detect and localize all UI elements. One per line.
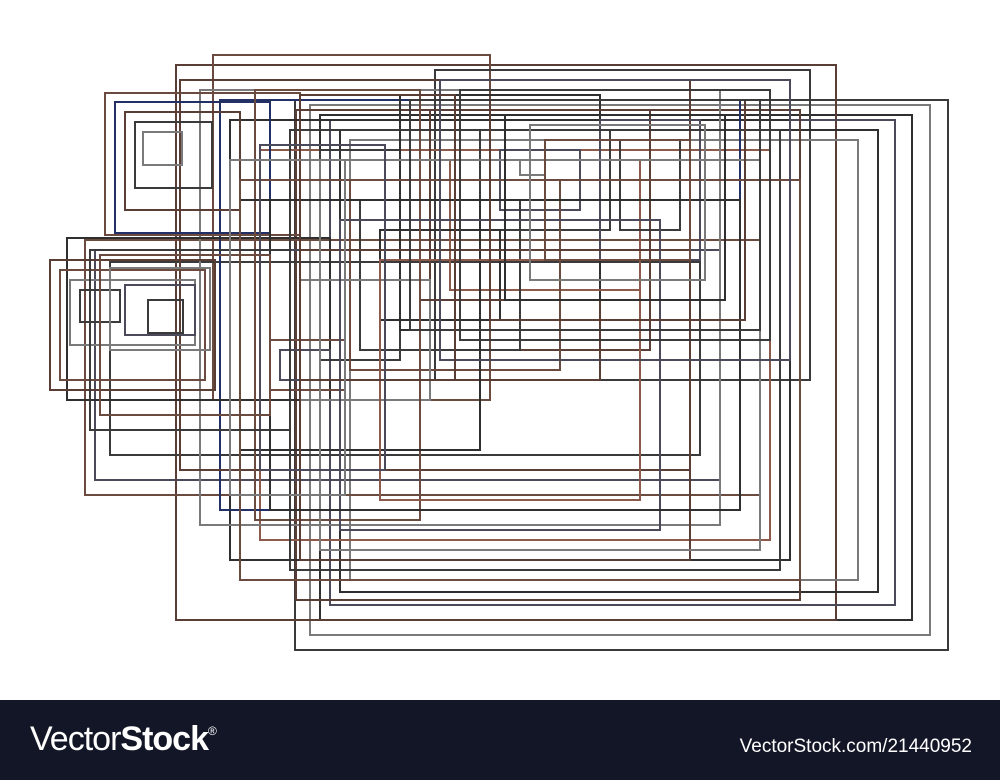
outline-rectangle	[59, 269, 206, 381]
stock-id-text: VectorStock.com/21440952	[739, 736, 972, 757]
outline-rectangle	[519, 159, 546, 176]
outline-rectangle	[269, 339, 346, 391]
outline-rectangle	[504, 114, 726, 301]
logo-bold-text: Stock	[120, 720, 209, 758]
outline-rectangle	[49, 259, 216, 391]
outline-rectangle	[84, 239, 761, 496]
outline-rectangle	[175, 64, 837, 621]
outline-rectangle	[239, 179, 801, 581]
outline-rectangle	[124, 284, 196, 336]
outline-rectangle	[409, 99, 761, 331]
outline-rectangle	[147, 299, 184, 334]
outline-rectangle	[434, 69, 811, 381]
outline-rectangle	[319, 159, 761, 551]
outline-rectangle	[529, 124, 706, 281]
vectorstock-logo: VectorStock®	[30, 720, 217, 759]
registered-mark: ®	[207, 724, 217, 738]
outline-rectangle	[109, 261, 701, 456]
outline-rectangle	[259, 149, 771, 541]
outline-rectangle	[99, 254, 271, 416]
outline-rectangle	[439, 79, 791, 361]
outline-rectangle	[339, 219, 661, 531]
outline-rectangle	[134, 121, 213, 189]
watermark-footer: VectorStock® VectorStock.com/21440952	[0, 700, 1000, 780]
outline-rectangle	[114, 101, 271, 234]
abstract-rectangles-artwork	[49, 54, 949, 651]
outline-rectangle	[254, 89, 421, 521]
outline-rectangle	[142, 131, 183, 166]
outline-rectangle	[109, 267, 211, 351]
outline-rectangle	[279, 349, 331, 381]
outline-rectangle	[544, 139, 691, 261]
outline-rectangle	[299, 249, 691, 561]
outline-rectangle	[89, 249, 291, 431]
outline-rectangle	[459, 89, 771, 341]
logo-light-text: Vector	[30, 720, 121, 758]
outline-rectangle	[66, 237, 331, 401]
outline-rectangle	[319, 114, 913, 621]
outline-rectangle	[309, 104, 931, 636]
outline-rectangle	[299, 94, 456, 381]
outline-rectangle	[259, 144, 386, 471]
outline-rectangle	[229, 159, 346, 496]
outline-rectangle	[294, 99, 949, 651]
